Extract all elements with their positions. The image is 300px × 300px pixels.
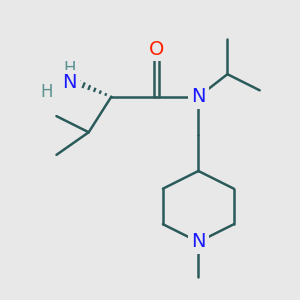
- Text: N: N: [191, 232, 206, 251]
- Text: N: N: [191, 87, 206, 106]
- Text: H: H: [63, 60, 76, 78]
- Text: H: H: [40, 83, 53, 101]
- Text: O: O: [149, 40, 164, 58]
- Text: N: N: [62, 73, 76, 92]
